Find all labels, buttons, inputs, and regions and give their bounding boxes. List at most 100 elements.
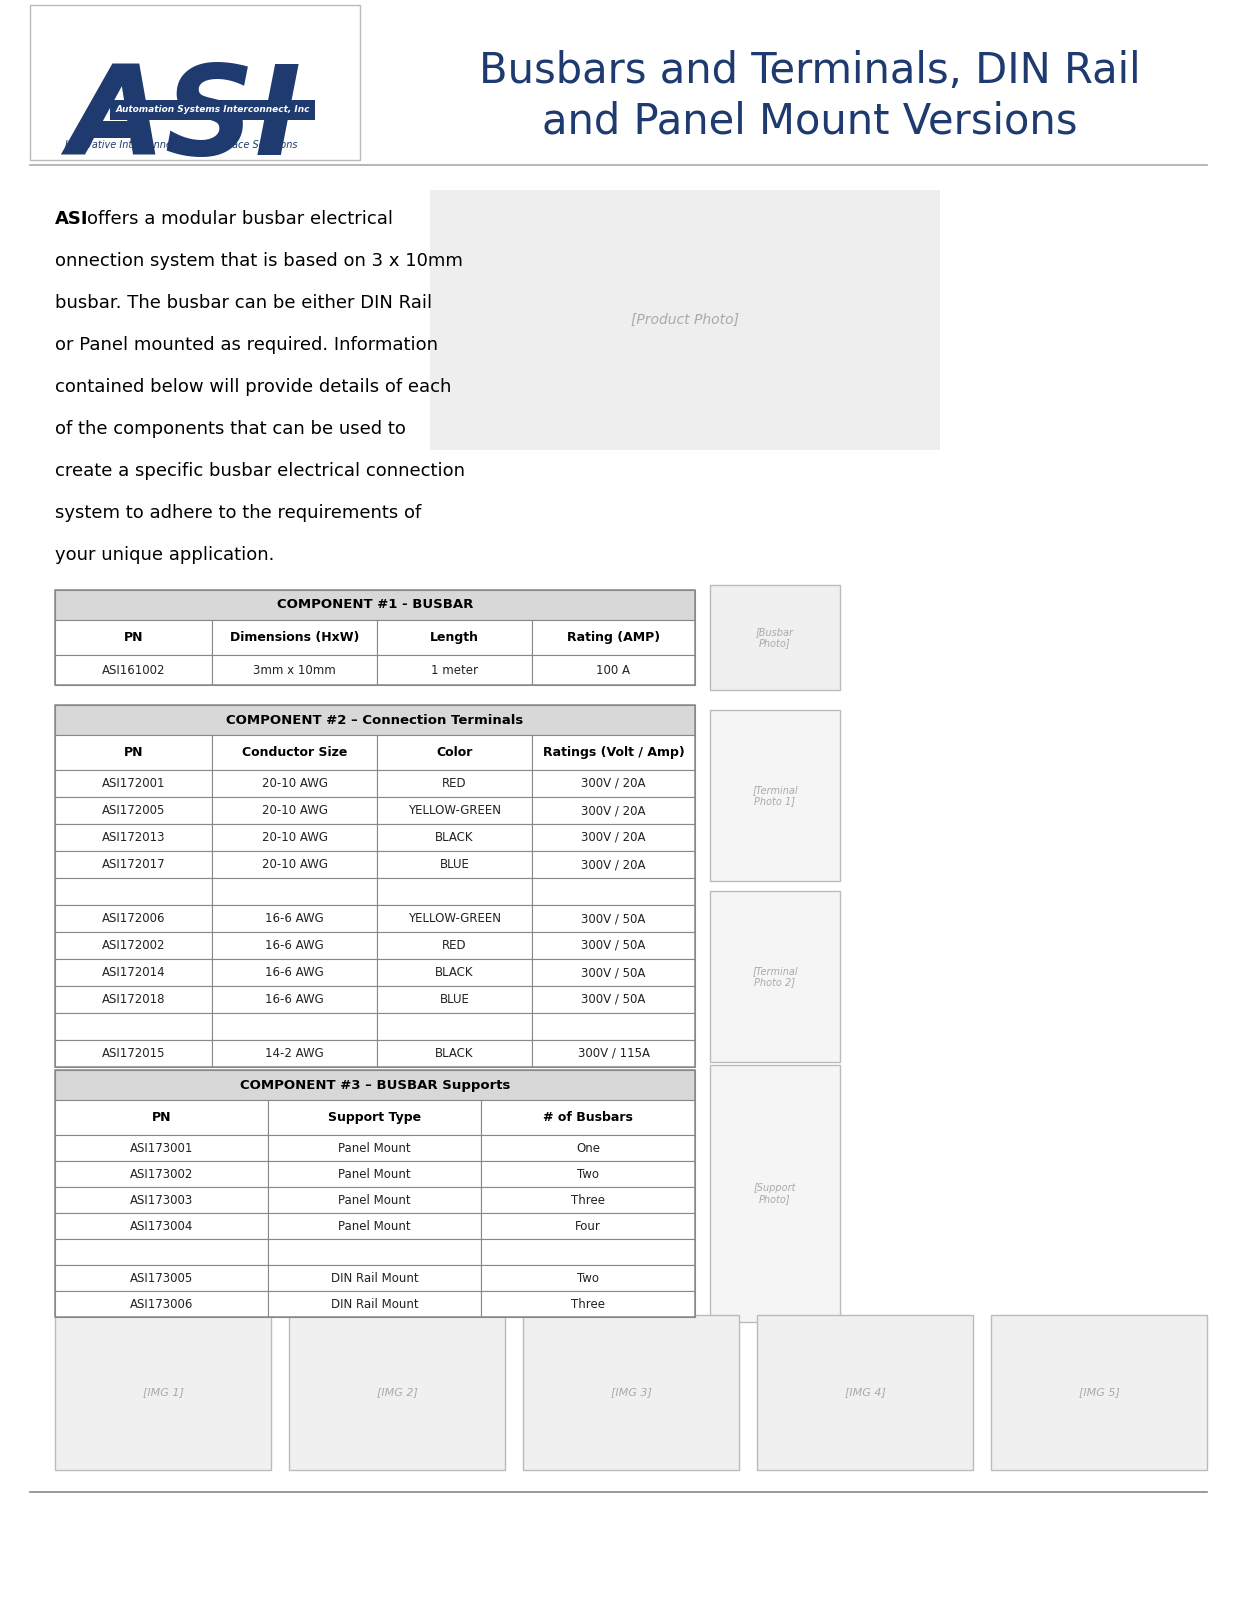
- Text: ASI172018: ASI172018: [101, 994, 166, 1006]
- Text: 20-10 AWG: 20-10 AWG: [261, 830, 328, 845]
- Bar: [377, 851, 532, 878]
- Bar: [54, 706, 695, 734]
- Bar: [377, 986, 532, 1013]
- Text: YELLOW-GREEN: YELLOW-GREEN: [408, 803, 501, 818]
- Text: Conductor Size: Conductor Size: [241, 746, 348, 758]
- Bar: [377, 654, 532, 685]
- Text: RED: RED: [442, 939, 466, 952]
- Bar: [54, 851, 212, 878]
- Text: 300V / 50A: 300V / 50A: [581, 912, 646, 925]
- Text: ASI: ASI: [68, 59, 302, 181]
- Text: 300V / 50A: 300V / 50A: [581, 939, 646, 952]
- Text: ASI172005: ASI172005: [101, 803, 166, 818]
- Bar: [481, 1134, 695, 1162]
- Text: Panel Mount: Panel Mount: [338, 1141, 411, 1155]
- Bar: [481, 1101, 695, 1134]
- Bar: [268, 1213, 481, 1238]
- Bar: [54, 706, 695, 1067]
- Bar: [532, 906, 695, 931]
- Bar: [54, 1070, 695, 1317]
- Bar: [377, 931, 532, 958]
- Bar: [54, 1013, 212, 1040]
- Bar: [54, 590, 695, 685]
- Text: 20-10 AWG: 20-10 AWG: [261, 803, 328, 818]
- Text: Three: Three: [571, 1194, 605, 1206]
- Bar: [481, 1162, 695, 1187]
- Text: 300V / 50A: 300V / 50A: [581, 966, 646, 979]
- Text: onnection system that is based on 3 x 10mm: onnection system that is based on 3 x 10…: [54, 251, 463, 270]
- Bar: [481, 1291, 695, 1317]
- Bar: [212, 906, 377, 931]
- Text: ASI173006: ASI173006: [130, 1298, 193, 1310]
- Text: Four: Four: [575, 1219, 601, 1232]
- Text: [IMG 5]: [IMG 5]: [1079, 1387, 1119, 1397]
- Bar: [54, 1187, 268, 1213]
- Bar: [212, 770, 377, 797]
- Text: [Support
Photo]: [Support Photo]: [753, 1182, 797, 1205]
- Bar: [54, 1162, 268, 1187]
- Bar: [532, 734, 695, 770]
- Text: 16-6 AWG: 16-6 AWG: [265, 994, 324, 1006]
- Text: or Panel mounted as required. Information: or Panel mounted as required. Informatio…: [54, 336, 438, 354]
- Bar: [532, 824, 695, 851]
- Text: 3mm x 10mm: 3mm x 10mm: [254, 664, 336, 677]
- Text: 300V / 20A: 300V / 20A: [581, 778, 646, 790]
- Bar: [532, 619, 695, 654]
- Text: ASI173004: ASI173004: [130, 1219, 193, 1232]
- Text: Busbars and Terminals, DIN Rail: Busbars and Terminals, DIN Rail: [479, 50, 1141, 91]
- Bar: [212, 1013, 377, 1040]
- Bar: [532, 1013, 695, 1040]
- Bar: [212, 958, 377, 986]
- Bar: [532, 1040, 695, 1067]
- Text: ASI172014: ASI172014: [101, 966, 166, 979]
- Bar: [532, 654, 695, 685]
- Text: 100 A: 100 A: [596, 664, 631, 677]
- Text: ASI172015: ASI172015: [101, 1046, 166, 1059]
- Text: PN: PN: [124, 630, 143, 643]
- Text: COMPONENT #1 - BUSBAR: COMPONENT #1 - BUSBAR: [277, 598, 474, 611]
- Bar: [212, 986, 377, 1013]
- Text: of the components that can be used to: of the components that can be used to: [54, 419, 406, 438]
- Bar: [54, 706, 695, 1067]
- Text: busbar. The busbar can be either DIN Rail: busbar. The busbar can be either DIN Rai…: [54, 294, 432, 312]
- Bar: [532, 851, 695, 878]
- Text: 14-2 AWG: 14-2 AWG: [265, 1046, 324, 1059]
- Text: 16-6 AWG: 16-6 AWG: [265, 912, 324, 925]
- Text: your unique application.: your unique application.: [54, 546, 275, 565]
- Bar: [212, 878, 377, 906]
- Bar: [54, 986, 212, 1013]
- Text: Two: Two: [576, 1168, 599, 1181]
- Text: ASI172017: ASI172017: [101, 858, 166, 870]
- Bar: [377, 619, 532, 654]
- Bar: [377, 1040, 532, 1067]
- Text: 20-10 AWG: 20-10 AWG: [261, 778, 328, 790]
- Bar: [532, 797, 695, 824]
- Bar: [212, 797, 377, 824]
- Text: ASI172002: ASI172002: [101, 939, 166, 952]
- Text: offers a modular busbar electrical: offers a modular busbar electrical: [87, 210, 393, 227]
- Text: YELLOW-GREEN: YELLOW-GREEN: [408, 912, 501, 925]
- Text: BLUE: BLUE: [439, 994, 469, 1006]
- Text: ASI173003: ASI173003: [130, 1194, 193, 1206]
- Text: system to adhere to the requirements of: system to adhere to the requirements of: [54, 504, 422, 522]
- Bar: [54, 590, 695, 619]
- Bar: [54, 878, 212, 906]
- Bar: [54, 1040, 212, 1067]
- Text: [Terminal
Photo 2]: [Terminal Photo 2]: [752, 966, 798, 987]
- Bar: [54, 797, 212, 824]
- Bar: [54, 734, 212, 770]
- Bar: [532, 958, 695, 986]
- Text: [Busbar
Photo]: [Busbar Photo]: [756, 627, 794, 648]
- Text: Panel Mount: Panel Mount: [338, 1194, 411, 1206]
- Text: ASI173001: ASI173001: [130, 1141, 193, 1155]
- Text: and Panel Mount Versions: and Panel Mount Versions: [542, 99, 1077, 142]
- Text: BLUE: BLUE: [439, 858, 469, 870]
- Bar: [268, 1291, 481, 1317]
- Bar: [289, 1315, 505, 1470]
- Bar: [377, 797, 532, 824]
- Bar: [523, 1315, 738, 1470]
- Text: DIN Rail Mount: DIN Rail Mount: [330, 1272, 418, 1285]
- Text: DIN Rail Mount: DIN Rail Mount: [330, 1298, 418, 1310]
- Text: Dimensions (HxW): Dimensions (HxW): [230, 630, 359, 643]
- Bar: [481, 1238, 695, 1266]
